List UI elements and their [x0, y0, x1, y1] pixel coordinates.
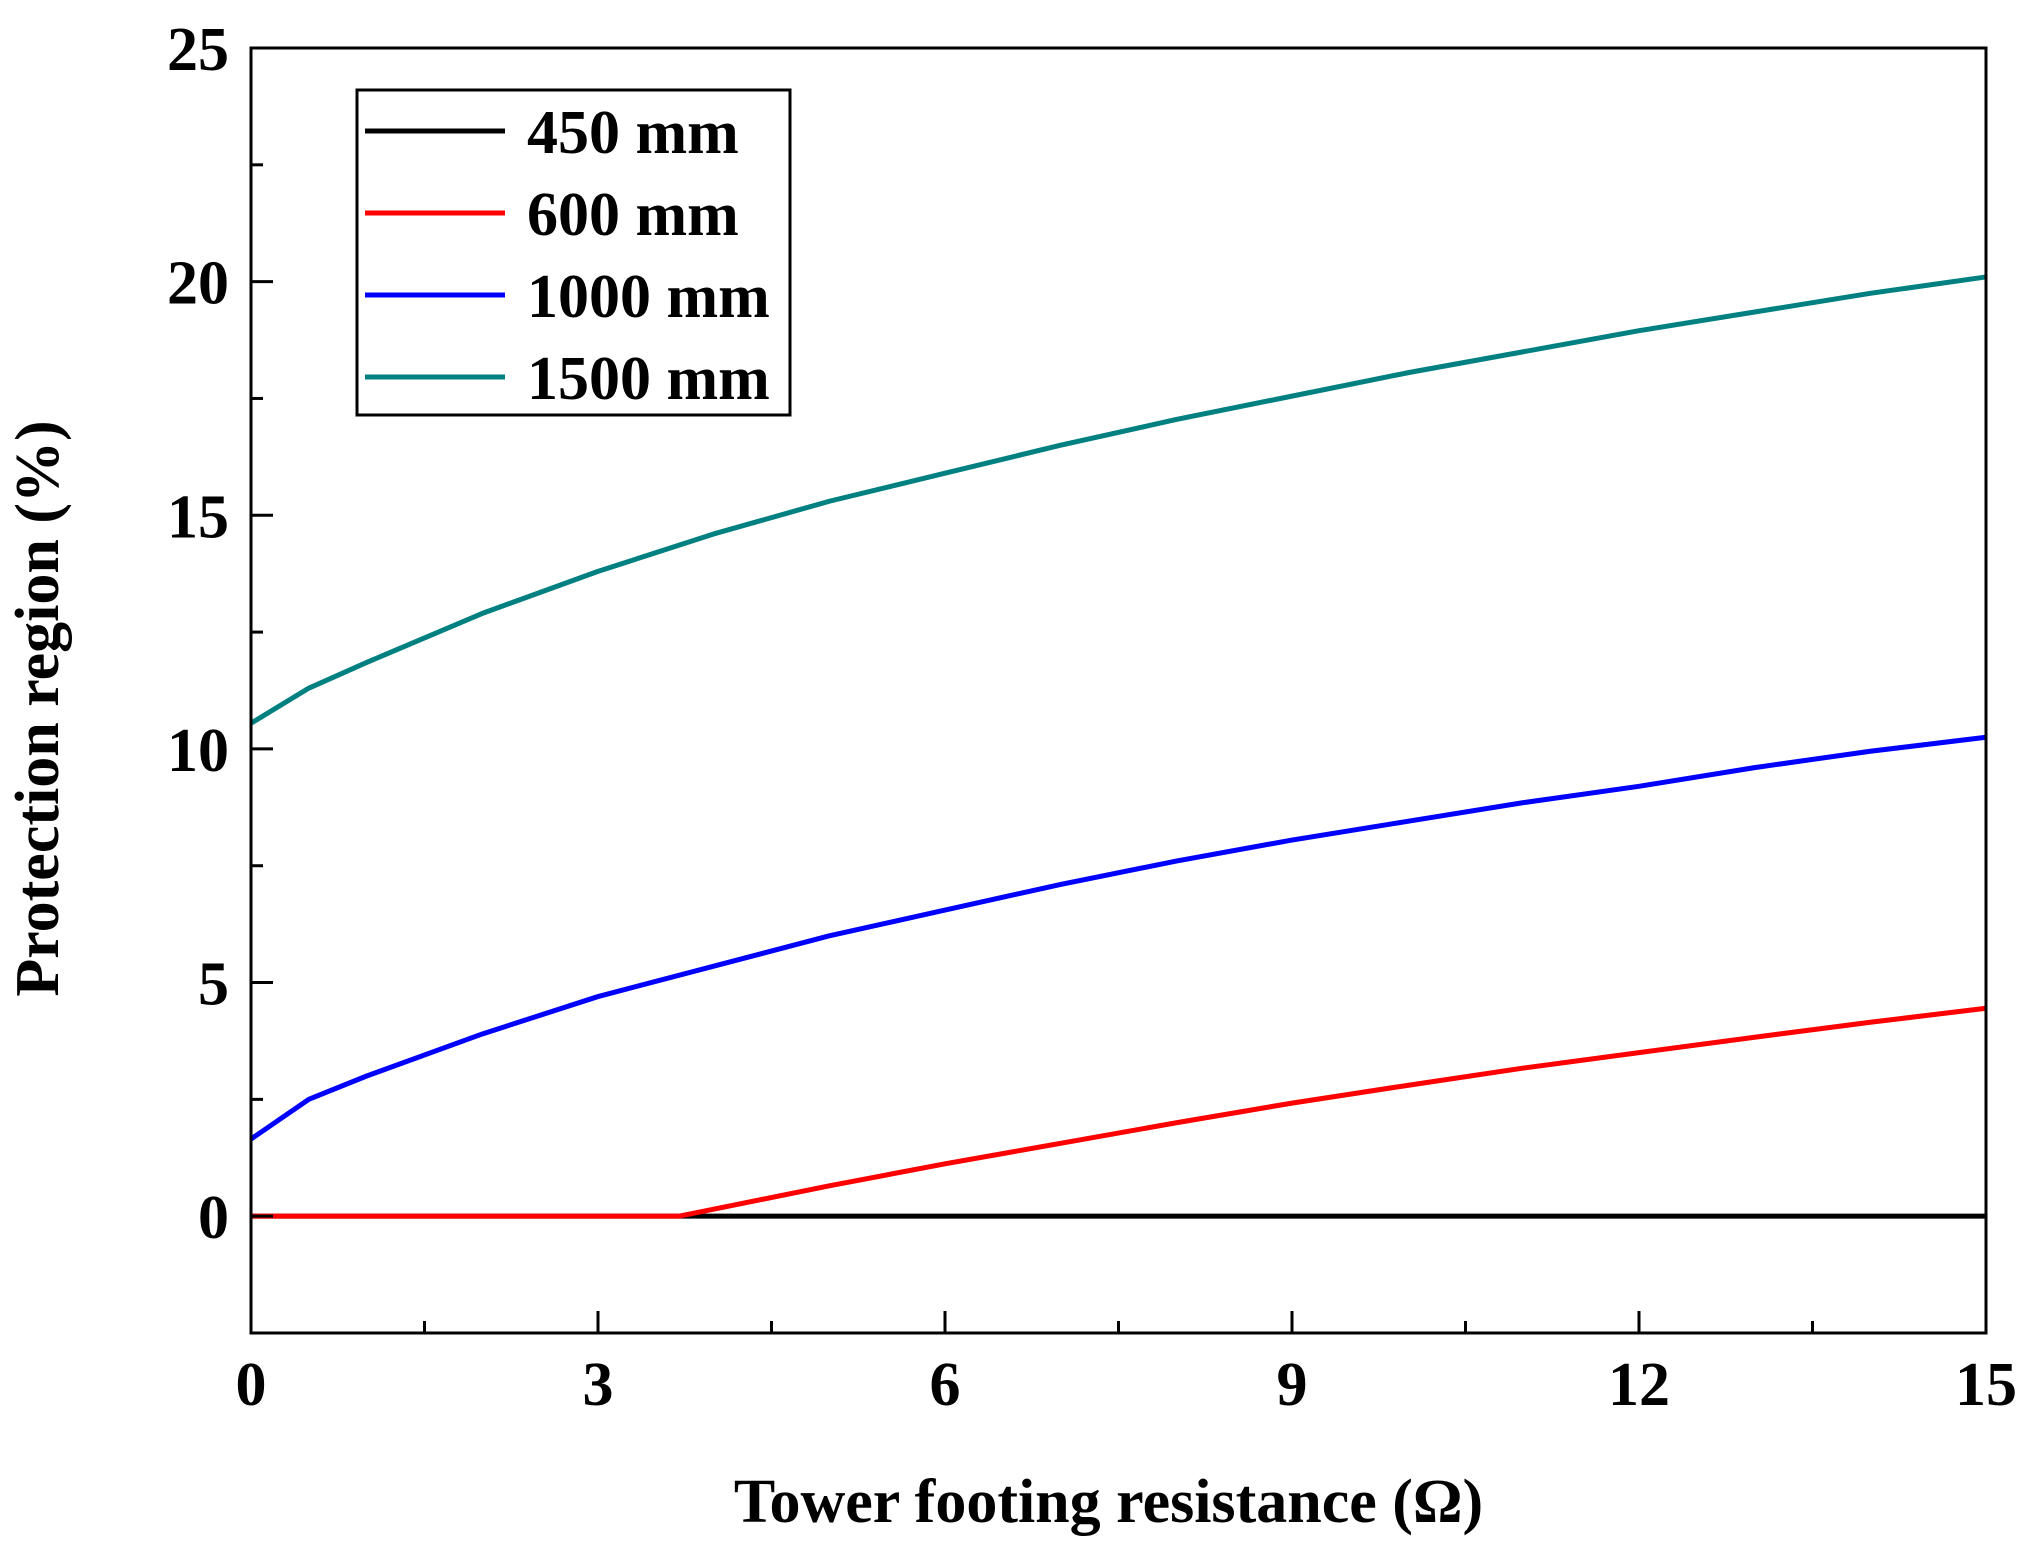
series-line-1500-mm	[249, 274, 1987, 726]
x-tick-label: 0	[236, 1351, 267, 1419]
y-tick-label: 15	[167, 483, 229, 551]
labels-layer: 0 3 6 9 12 15 0 5 10 15 20 25 Tower footing resistan…	[4, 16, 2017, 1536]
legend-label: 1500 mm	[527, 345, 770, 413]
x-tick-label: 3	[583, 1351, 614, 1419]
y-tick-label: 10	[167, 717, 229, 785]
y-tick-label: 5	[198, 951, 229, 1019]
x-tick-label: 12	[1608, 1351, 1670, 1419]
legend-box	[355, 88, 792, 417]
legend-label: 600 mm	[527, 181, 739, 249]
y-tick-label: 0	[198, 1184, 229, 1252]
x-tick-label: 6	[930, 1351, 961, 1419]
y-tick-label: 25	[167, 16, 229, 84]
y-tick-label: 20	[167, 250, 229, 318]
y-axis-title: Protection region (%)	[4, 420, 72, 996]
axes-layer	[249, 46, 1988, 1335]
legend-label: 1000 mm	[527, 263, 770, 331]
series-line-1000-mm	[249, 734, 1987, 1142]
x-tick-label: 15	[1955, 1351, 2017, 1419]
x-tick-label: 9	[1277, 1351, 1308, 1419]
x-axis-title: Tower footing resistance (Ω)	[734, 1468, 1483, 1536]
legend: 450 mm 600 mm 1000 mm 1500 mm	[355, 88, 792, 417]
series-line-600-mm	[251, 1005, 1987, 1219]
series-layer	[249, 274, 1987, 1219]
legend-label: 450 mm	[527, 99, 739, 167]
